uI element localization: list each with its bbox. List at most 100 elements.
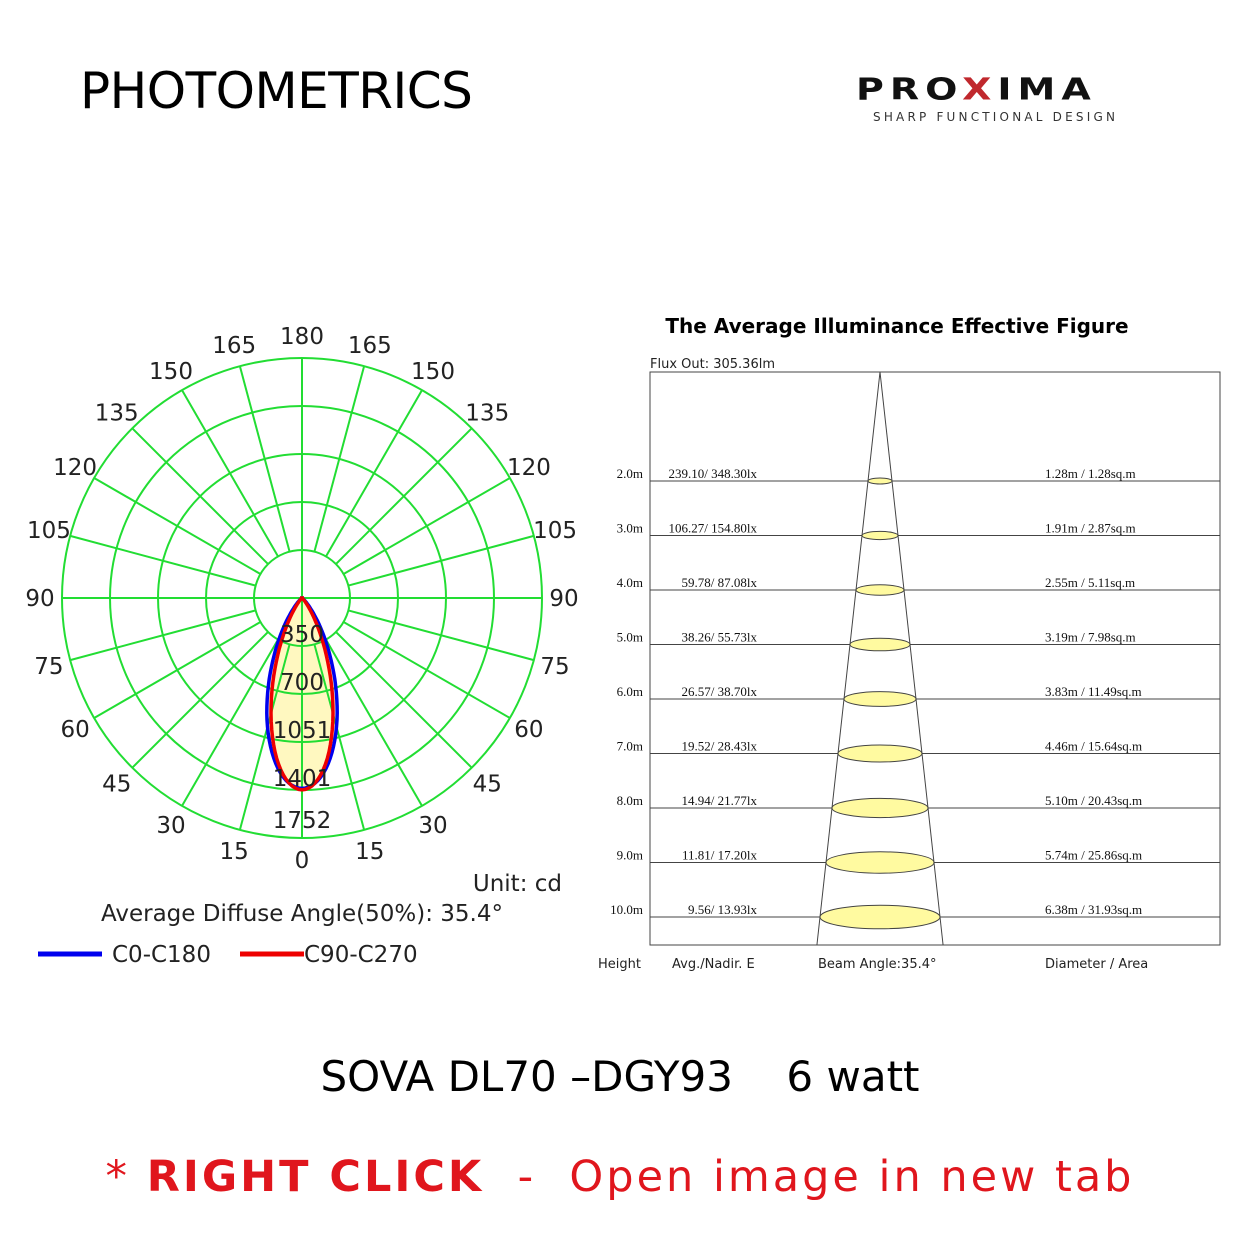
row-height: 5.0m [617,630,643,645]
beam-cone-right [879,371,944,946]
polar-spoke [313,365,366,552]
row-height: 10.0m [610,902,643,917]
series-curve-c90-c270 [269,596,335,792]
angle-label: 180 [280,324,324,350]
angle-label: 150 [411,359,455,385]
row-diameter-area: 4.46m / 15.64sq.m [1045,739,1142,754]
beam-cone-left [816,371,881,946]
radial-tick-label: 1752 [273,808,332,834]
figure-frame [649,371,1221,946]
row-illuminance: 26.57/ 38.70lx [682,684,758,699]
angle-label: 15 [355,839,384,865]
row-height: 3.0m [617,521,643,536]
row-diameter-area: 5.74m / 25.86sq.m [1045,848,1142,863]
angle-label: 105 [27,518,71,544]
product-title: SOVA DL70 –DGY93 6 watt [320,1052,920,1101]
polar-spoke [343,621,511,719]
row-illuminance: 106.27/ 154.80lx [669,521,758,536]
row-diameter-area: 3.83m / 11.49sq.m [1045,684,1142,699]
row-illuminance: 14.94/ 21.77lx [682,793,758,808]
row-diameter-area: 2.55m / 5.11sq.m [1045,575,1135,590]
polar-spoke [93,621,261,719]
angle-label: 45 [473,771,502,797]
diffuse-angle-label: Average Diffuse Angle(50%): 35.4° [101,901,503,927]
angle-label: 120 [53,455,97,481]
column-header: Avg./Nadir. E [672,957,755,972]
angle-label: 135 [465,401,509,427]
radial-tick-label: 350 [280,622,324,648]
polar-spoke [131,631,269,769]
beam-ellipse [831,797,929,819]
angle-label: 90 [549,586,578,612]
polar-spoke [181,639,279,807]
polar-spoke [181,389,279,557]
row-height: 4.0m [617,575,643,590]
angle-label: 0 [295,848,310,874]
column-header: Height [598,957,641,972]
beam-ellipse [843,691,917,707]
row-height: 6.0m [617,684,643,699]
angle-label: 60 [514,717,543,743]
angle-label: 60 [60,717,89,743]
angle-label: 30 [156,813,185,839]
angle-label: 90 [25,586,54,612]
angle-label: 120 [507,455,551,481]
unit-label: Unit: cd [473,871,562,897]
row-diameter-area: 6.38m / 31.93sq.m [1045,902,1142,917]
angle-label: 165 [212,333,256,359]
angle-label: 15 [220,839,249,865]
polar-spoke [238,644,291,831]
proxima-logo: PROXIMA SHARP FUNCTIONAL DESIGN [856,71,1119,124]
polar-spoke [131,427,269,565]
angle-label: 75 [540,654,569,680]
angle-label: 45 [102,771,131,797]
row-illuminance: 11.81/ 17.20lx [682,848,757,863]
polar-spoke [343,477,511,575]
polar-spoke [348,609,535,662]
polar-spoke [69,534,256,587]
polar-spoke [335,631,473,769]
figure-title: The Average Illuminance Effective Figure [665,314,1128,338]
angle-label: 30 [418,813,447,839]
row-illuminance: 59.78/ 87.08lx [682,575,758,590]
angle-label: 75 [34,654,63,680]
radial-tick-label: 1401 [273,766,332,792]
row-diameter-area: 1.28m / 1.28sq.m [1045,466,1136,481]
polar-spoke [313,644,366,831]
radial-tick-label: 700 [280,670,324,696]
row-diameter-area: 1.91m / 2.87sq.m [1045,521,1136,536]
beam-ellipse [837,744,923,763]
polar-spoke [93,477,261,575]
row-height: 2.0m [617,466,643,481]
angle-label: 135 [95,401,139,427]
page-title: PHOTOMETRICS [80,62,473,120]
row-height: 8.0m [617,793,643,808]
row-illuminance: 19.52/ 28.43lx [682,739,758,754]
legend-label: C0-C180 [112,942,211,968]
row-illuminance: 38.26/ 55.73lx [682,630,758,645]
beam-ellipse [861,530,899,541]
row-height: 9.0m [617,848,643,863]
row-illuminance: 9.56/ 13.93lx [688,902,757,917]
polar-spoke [325,639,423,807]
polar-spoke [325,389,423,557]
polar-spoke [335,427,473,565]
instruction-note: * RIGHT CLICK - Open image in new tab [105,1152,1135,1202]
column-header: Diameter / Area [1045,957,1148,972]
beam-ellipse [849,637,911,652]
angle-label: 165 [348,333,392,359]
flux-label: Flux Out: 305.36lm [650,357,775,372]
angle-label: 105 [533,518,577,544]
beam-ellipse [855,584,905,596]
radial-tick-label: 1051 [273,718,332,744]
beam-ellipse [819,904,941,930]
row-diameter-area: 3.19m / 7.98sq.m [1045,630,1136,645]
legend-label: C90-C270 [304,942,418,968]
polar-spoke [238,365,291,552]
row-diameter-area: 5.10m / 20.43sq.m [1045,793,1142,808]
column-header: Beam Angle:35.4° [818,957,937,972]
polar-spoke [69,609,256,662]
polar-spoke [348,534,535,587]
beam-ellipse [825,851,935,874]
